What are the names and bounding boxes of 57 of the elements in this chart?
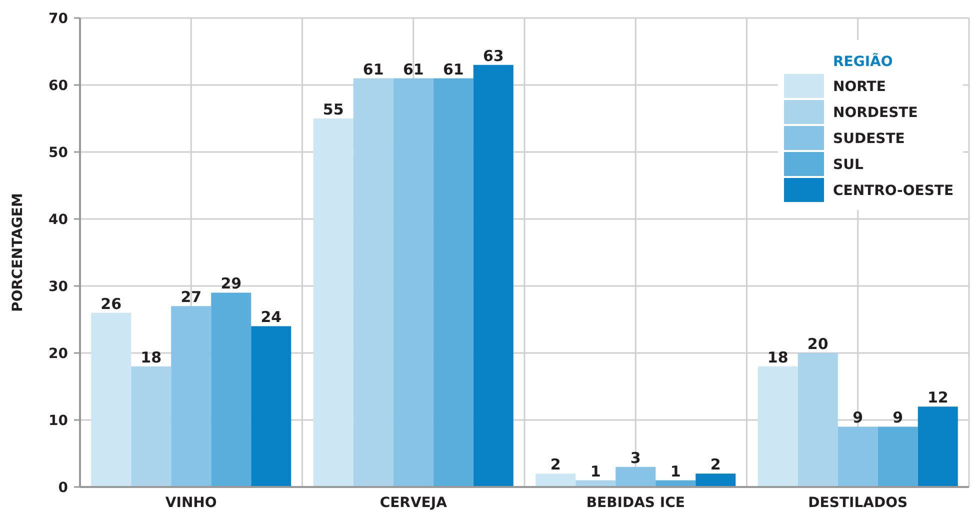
bar [131,366,172,487]
data-label: 3 [630,448,641,467]
bar [171,306,212,487]
data-label: 61 [442,60,464,78]
bar [758,366,798,487]
data-label: 18 [767,348,788,366]
data-label: 20 [807,335,828,353]
data-label: 12 [927,388,948,407]
legend-title: REGIÃO [833,52,893,70]
legend-label: NORDESTE [833,104,918,121]
bar [616,466,656,487]
x-tick-label: CERVEJA [380,495,448,511]
data-label: 1 [590,462,601,480]
data-label: 9 [892,408,904,427]
data-label: 61 [362,60,384,78]
legend-label: SUL [833,156,864,173]
x-tick-label: BEBIDAS ICE [586,495,685,511]
data-label: 27 [180,288,202,306]
bar [353,78,394,487]
y-tick-label: 10 [48,412,68,429]
data-label: 63 [482,46,504,65]
bar [536,474,576,487]
bar [696,474,736,487]
data-label: 26 [100,294,122,313]
bar [838,426,878,487]
data-label: 1 [670,462,681,480]
data-label: 61 [402,60,424,78]
legend-label: NORTE [833,78,886,95]
data-label: 2 [710,456,721,474]
data-label: 2 [550,456,561,474]
bar [473,64,514,487]
y-tick-label: 70 [48,10,68,27]
data-label: 24 [260,308,282,326]
y-tick-label: 30 [48,278,68,295]
legend-label: CENTRO-OESTE [833,182,954,199]
bar [91,312,132,487]
bar [393,78,434,487]
y-axis-title: PORCENTAGEM [10,193,26,312]
bar [211,292,252,487]
bar [918,406,958,487]
legend-label: SUDESTE [833,130,905,147]
data-label: 18 [140,348,162,366]
bar [433,78,474,487]
data-label: 29 [220,274,242,293]
y-tick-label: 40 [48,212,68,228]
bar [878,426,918,487]
data-label: 9 [852,408,864,427]
bar [251,326,292,487]
x-tick-label: VINHO [165,495,217,511]
x-tick-label: DESTILADOS [808,495,908,511]
y-tick-label: 50 [48,144,68,161]
y-tick-label: 60 [48,78,68,94]
bar [313,118,354,487]
y-tick-label: 20 [48,346,68,362]
y-tick-label: 0 [58,480,68,496]
data-label: 55 [322,100,344,118]
bar [798,353,838,487]
